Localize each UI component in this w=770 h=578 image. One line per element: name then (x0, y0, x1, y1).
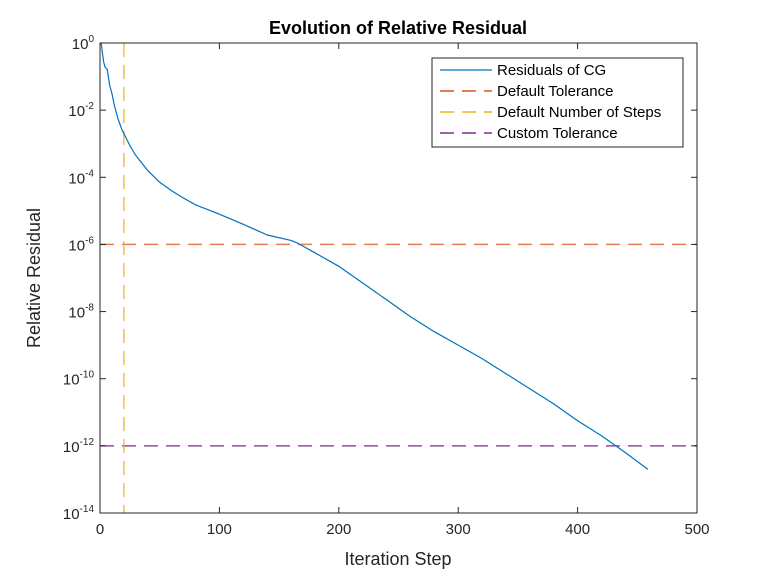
x-tick-label: 500 (684, 521, 709, 538)
series-layer (100, 42, 697, 513)
axes-box (99, 42, 698, 514)
y-tick-label: 10-10 (63, 370, 95, 389)
y-tick-label: 10-6 (68, 235, 94, 254)
axes-layer: 0 100 200 300 400 500 100 10-2 10-4 10-6 10-8 10-10… (63, 34, 710, 538)
x-tick-label: 0 (96, 521, 104, 538)
legend-label-residuals: Residuals of CG (497, 62, 606, 79)
legend-label-default-tolerance: Default Tolerance (497, 83, 613, 100)
y-tick-label: 10-4 (68, 168, 94, 187)
legend-box (431, 57, 684, 148)
residuals-line (100, 42, 649, 470)
x-axis-label: Iteration Step (344, 549, 451, 569)
y-tick-label: 10-14 (63, 504, 95, 523)
legend: Residuals of CG Default Tolerance Defaul… (431, 57, 684, 148)
legend-label-default-steps: Default Number of Steps (497, 104, 661, 121)
x-tick-label: 300 (446, 521, 471, 538)
y-tick-label: 10-2 (68, 101, 94, 120)
x-tick-label: 200 (326, 521, 351, 538)
x-tick-label: 100 (207, 521, 232, 538)
y-tick-label: 10-8 (68, 303, 94, 322)
legend-label-custom-tolerance: Custom Tolerance (497, 125, 618, 142)
x-tick-label: 400 (565, 521, 590, 538)
y-axis-label: Relative Residual (24, 208, 44, 348)
chart-title: Evolution of Relative Residual (269, 18, 527, 38)
y-tick-label: 10-12 (63, 437, 95, 456)
y-tick-label: 100 (72, 34, 95, 53)
